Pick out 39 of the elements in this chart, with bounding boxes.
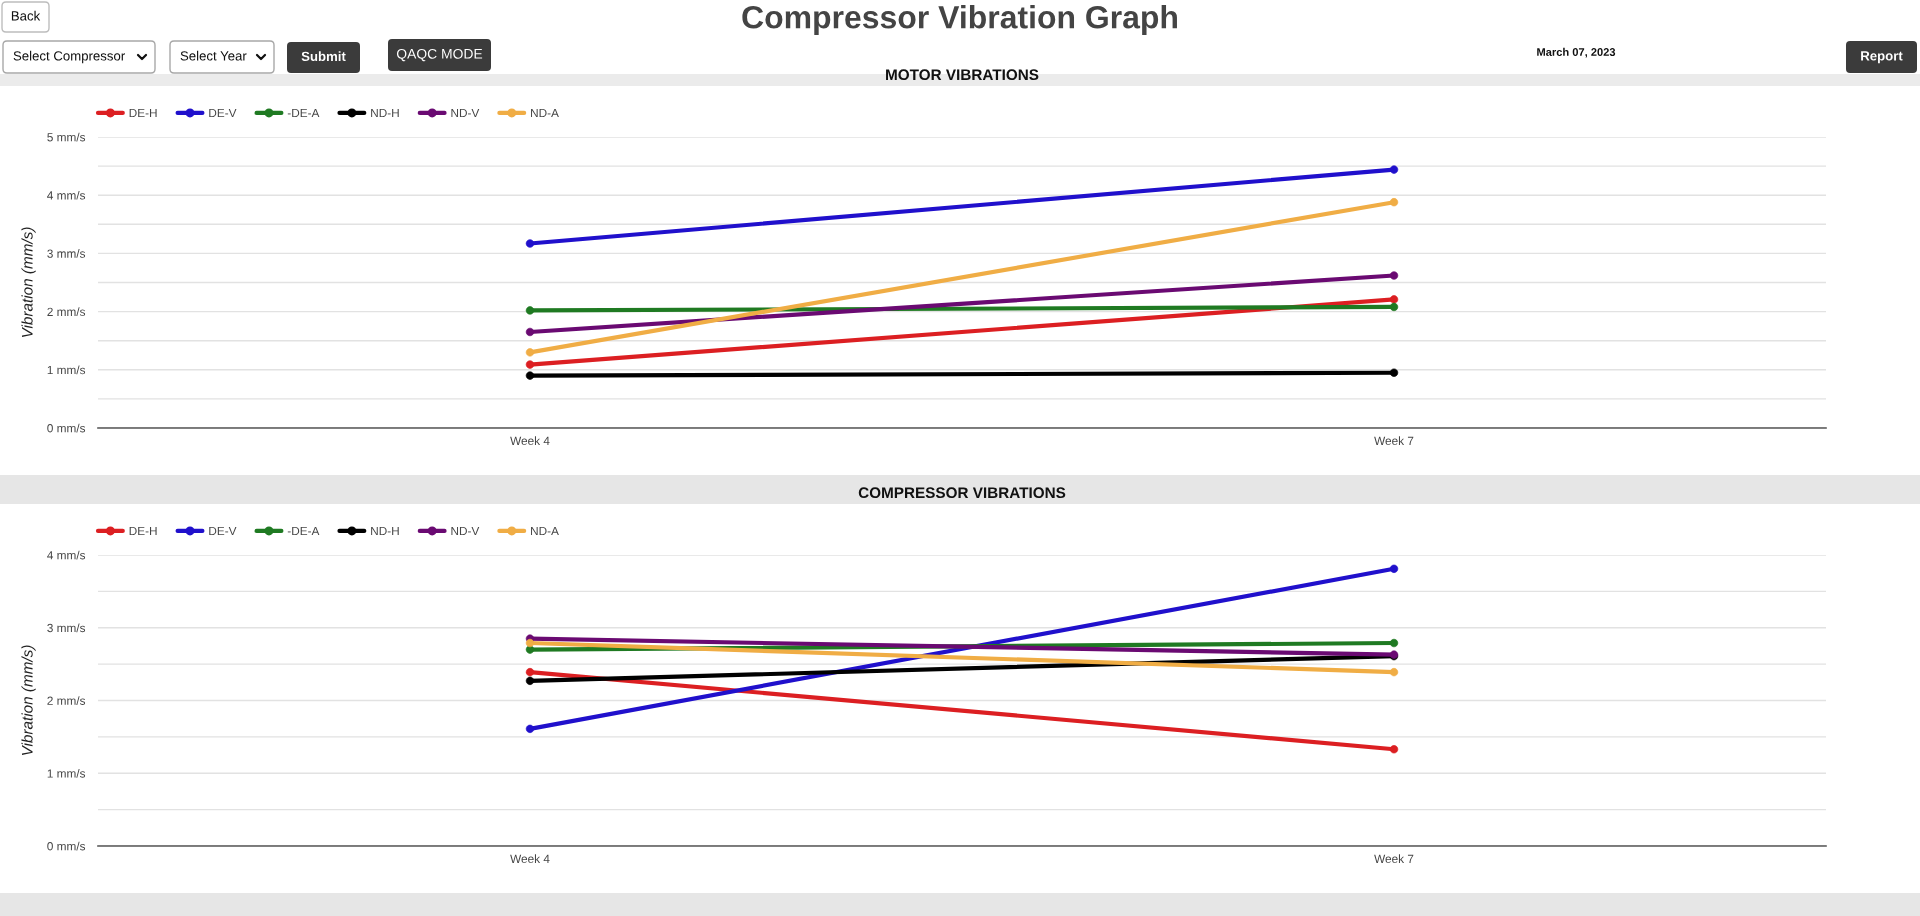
legend-label: ND-V (451, 108, 480, 118)
x-tick-label: Week 7 (1374, 436, 1414, 445)
legend-label: DE-H (129, 526, 157, 536)
y-tick-label: 5 mm/s (47, 132, 86, 142)
text: March 07, 2023 (1537, 47, 1616, 58)
legend-label: ND-A (531, 108, 559, 118)
x-tick-label: Week 4 (510, 436, 550, 445)
y-tick-label: 2 mm/s (47, 696, 86, 705)
legend-label: -DE-A (287, 526, 320, 536)
x-tick-label: Week 7 (1374, 854, 1414, 863)
text: Report (1861, 51, 1903, 64)
legend-label: -DE-A (287, 108, 320, 118)
y-tick-label: 4 mm/s (47, 190, 86, 200)
text: Compressor Vibration Graph (742, 5, 1177, 35)
text: Select Compressor (13, 50, 125, 64)
chart-title: COMPRESSOR VIBRATIONS (858, 487, 1066, 499)
text: Submit (301, 51, 346, 62)
legend-label: DE-H (129, 108, 157, 118)
text: Select Year (180, 50, 247, 61)
y-tick-label: 0 mm/s (47, 841, 86, 851)
text: QAQC MODE (396, 48, 483, 62)
legend-label: ND-H (371, 108, 399, 118)
legend-label: DE-V (209, 526, 237, 536)
y-tick-label: 0 mm/s (47, 423, 86, 433)
legend-label: ND-H (371, 526, 399, 536)
y-tick-label: 1 mm/s (47, 365, 86, 375)
y-tick-label: 3 mm/s (47, 249, 86, 258)
chart-title: MOTOR VIBRATIONS (886, 69, 1039, 81)
y-tick-label: 4 mm/s (47, 550, 86, 560)
x-tick-label: Week 4 (510, 854, 550, 863)
y-axis-title: Vibration (mm/s) (21, 645, 36, 756)
legend-label: DE-V (209, 108, 237, 118)
y-tick-label: 1 mm/s (47, 768, 86, 778)
text: Back (11, 10, 41, 21)
y-tick-label: 3 mm/s (47, 623, 86, 633)
y-axis-title: Vibration (mm/s) (21, 227, 36, 338)
legend-label: ND-A (531, 526, 559, 536)
y-tick-label: 2 mm/s (47, 307, 86, 316)
legend-label: ND-V (451, 526, 480, 536)
